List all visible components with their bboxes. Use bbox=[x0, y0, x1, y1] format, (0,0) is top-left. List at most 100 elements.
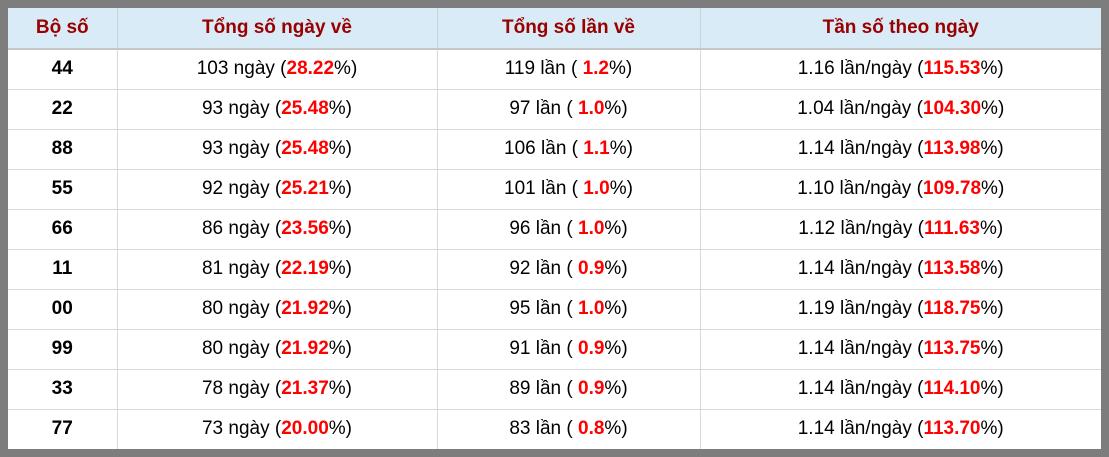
frequency-percent: 113.70 bbox=[923, 418, 981, 440]
days-text: 93 ngày ( bbox=[201, 98, 282, 119]
total-days-cell: 93 ngày (25.48%) bbox=[117, 129, 438, 170]
total-days-cell: 81 ngày (22.19%) bbox=[117, 249, 438, 290]
column-header-daily-frequency: Tần số theo ngày bbox=[700, 8, 1101, 50]
days-text: 78 ngày ( bbox=[201, 378, 282, 399]
total-days-cell: 73 ngày (20.00%) bbox=[117, 409, 438, 449]
days-text-close: %) bbox=[328, 378, 352, 399]
total-times-cell: 106 lần ( 1.1%) bbox=[437, 129, 701, 170]
pair-value: 00 bbox=[51, 298, 73, 319]
pair-cell: 88 bbox=[8, 129, 118, 170]
days-text: 81 ngày ( bbox=[201, 258, 282, 279]
days-text-close: %) bbox=[328, 98, 352, 119]
times-text: 119 lần ( bbox=[504, 58, 583, 80]
total-times-cell: 89 lần ( 0.9%) bbox=[437, 369, 701, 410]
table-row: 33 78 ngày (21.37%) 89 lần ( 0.9%) 1.14 … bbox=[8, 369, 1101, 410]
days-text: 93 ngày ( bbox=[201, 138, 282, 159]
table-row: 00 80 ngày (21.92%) 95 lần ( 1.0%) 1.19 … bbox=[8, 289, 1101, 330]
times-text-close: %) bbox=[604, 338, 628, 359]
frequency-text-close: %) bbox=[980, 378, 1004, 399]
times-text: 89 lần ( bbox=[509, 378, 578, 399]
pair-cell: 66 bbox=[8, 209, 118, 250]
times-text: 83 lần ( bbox=[509, 418, 578, 440]
frequency-text-close: %) bbox=[981, 98, 1005, 119]
total-days-cell: 78 ngày (21.37%) bbox=[117, 369, 438, 410]
days-percent: 25.48 bbox=[281, 138, 329, 159]
times-text-close: %) bbox=[604, 298, 628, 319]
times-text: 91 lần ( bbox=[509, 338, 578, 359]
times-text-close: %) bbox=[604, 418, 628, 440]
pair-cell: 44 bbox=[8, 49, 118, 90]
days-text-close: %) bbox=[328, 178, 352, 199]
frequency-percent: 113.58 bbox=[923, 258, 981, 279]
pair-cell: 00 bbox=[8, 289, 118, 330]
frequency-cell: 1.16 lần/ngày (115.53%) bbox=[700, 49, 1101, 90]
total-times-cell: 101 lần ( 1.0%) bbox=[437, 169, 701, 210]
days-text-close: %) bbox=[328, 338, 352, 359]
frequency-cell: 1.14 lần/ngày (113.70%) bbox=[700, 409, 1101, 449]
times-text-close: %) bbox=[609, 138, 633, 159]
pair-cell: 11 bbox=[8, 249, 118, 290]
times-percent: 1.0 bbox=[578, 218, 605, 239]
total-times-cell: 92 lần ( 0.9%) bbox=[437, 249, 701, 290]
frequency-percent: 111.63 bbox=[923, 218, 980, 239]
frequency-text: 1.19 lần/ngày ( bbox=[797, 298, 924, 319]
frequency-text-close: %) bbox=[981, 178, 1005, 199]
times-percent: 0.9 bbox=[578, 378, 605, 399]
pair-cell: 55 bbox=[8, 169, 118, 210]
frequency-percent: 115.53 bbox=[923, 58, 981, 80]
pair-value: 99 bbox=[51, 338, 73, 359]
total-times-cell: 119 lần ( 1.2%) bbox=[437, 49, 701, 90]
frequency-text: 1.14 lần/ngày ( bbox=[797, 138, 924, 159]
times-percent: 1.1 bbox=[583, 138, 610, 159]
times-text-close: %) bbox=[609, 58, 633, 80]
pair-value: 77 bbox=[51, 418, 73, 440]
frequency-text: 1.04 lần/ngày ( bbox=[797, 98, 923, 119]
frequency-cell: 1.12 lần/ngày (111.63%) bbox=[700, 209, 1101, 250]
times-text: 92 lần ( bbox=[509, 258, 578, 279]
column-header-total-days: Tổng số ngày về bbox=[117, 8, 438, 50]
total-times-cell: 97 lần ( 1.0%) bbox=[437, 89, 701, 130]
times-text: 96 lần ( bbox=[509, 218, 578, 239]
days-text-close: %) bbox=[328, 418, 352, 440]
table-row: 55 92 ngày (25.21%) 101 lần ( 1.0%) 1.10… bbox=[8, 169, 1101, 210]
days-percent: 28.22 bbox=[286, 58, 335, 80]
days-text-close: %) bbox=[334, 58, 358, 80]
days-percent: 20.00 bbox=[281, 418, 329, 440]
total-times-cell: 96 lần ( 1.0%) bbox=[437, 209, 701, 250]
days-text: 92 ngày ( bbox=[201, 178, 282, 199]
frequency-cell: 1.10 lần/ngày (109.78%) bbox=[700, 169, 1101, 210]
pair-value: 11 bbox=[52, 258, 73, 279]
pair-value: 44 bbox=[51, 58, 73, 80]
frequency-text: 1.16 lần/ngày ( bbox=[797, 58, 924, 80]
frequency-cell: 1.04 lần/ngày (104.30%) bbox=[700, 89, 1101, 130]
table-row: 44 103 ngày (28.22%) 119 lần ( 1.2%) 1.1… bbox=[8, 49, 1101, 90]
total-days-cell: 80 ngày (21.92%) bbox=[117, 329, 438, 370]
frequency-cell: 1.14 lần/ngày (113.58%) bbox=[700, 249, 1101, 290]
total-times-cell: 91 lần ( 0.9%) bbox=[437, 329, 701, 370]
frequency-cell: 1.14 lần/ngày (113.75%) bbox=[700, 329, 1101, 370]
days-text: 80 ngày ( bbox=[201, 338, 282, 359]
frequency-percent: 113.98 bbox=[923, 138, 981, 159]
days-text-close: %) bbox=[328, 138, 352, 159]
frequency-text-close: %) bbox=[980, 58, 1004, 80]
times-text-close: %) bbox=[604, 98, 628, 119]
frequency-cell: 1.14 lần/ngày (114.10%) bbox=[700, 369, 1101, 410]
frequency-percent: 109.78 bbox=[922, 178, 982, 199]
total-times-cell: 83 lần ( 0.8%) bbox=[437, 409, 701, 449]
times-percent: 1.0 bbox=[578, 298, 605, 319]
table-row: 99 80 ngày (21.92%) 91 lần ( 0.9%) 1.14 … bbox=[8, 329, 1101, 370]
times-text-close: %) bbox=[604, 378, 628, 399]
pair-cell: 77 bbox=[8, 409, 118, 449]
frequency-text: 1.12 lần/ngày ( bbox=[798, 218, 924, 239]
header-row: Bộ số Tổng số ngày về Tổng số lần về Tần… bbox=[8, 8, 1101, 50]
table-row: 88 93 ngày (25.48%) 106 lần ( 1.1%) 1.14… bbox=[8, 129, 1101, 170]
frequency-cell: 1.14 lần/ngày (113.98%) bbox=[700, 129, 1101, 170]
total-days-cell: 103 ngày (28.22%) bbox=[117, 49, 438, 90]
table-body: 44 103 ngày (28.22%) 119 lần ( 1.2%) 1.1… bbox=[8, 49, 1101, 449]
total-days-cell: 93 ngày (25.48%) bbox=[117, 89, 438, 130]
pair-cell: 99 bbox=[8, 329, 118, 370]
table-row: 11 81 ngày (22.19%) 92 lần ( 0.9%) 1.14 … bbox=[8, 249, 1101, 290]
total-days-cell: 92 ngày (25.21%) bbox=[117, 169, 438, 210]
days-percent: 21.92 bbox=[281, 338, 329, 359]
times-text-close: %) bbox=[609, 178, 633, 199]
